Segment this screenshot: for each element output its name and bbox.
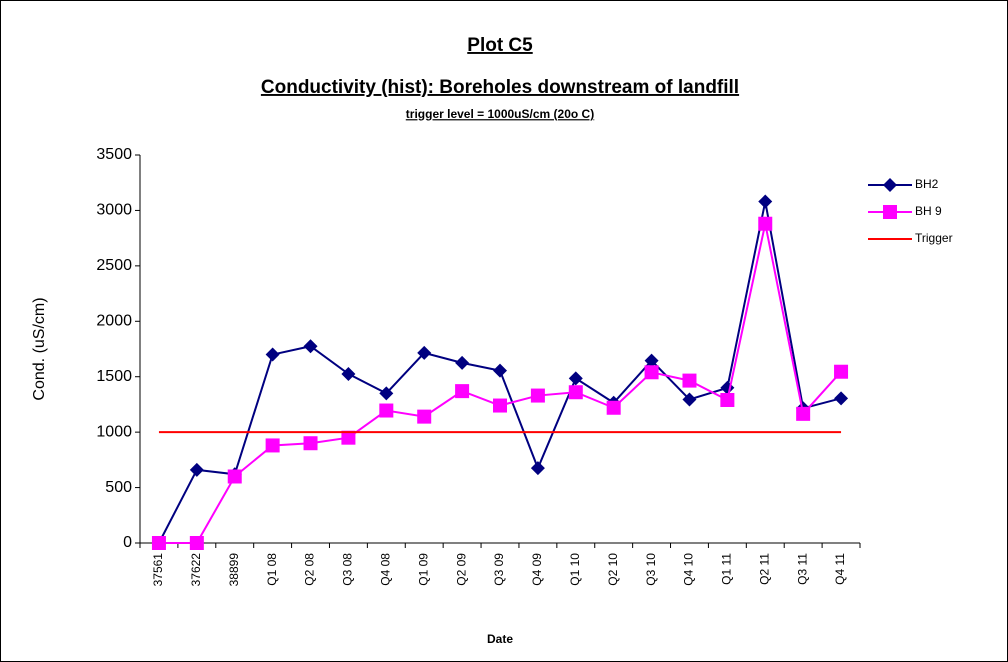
data-point <box>530 461 545 476</box>
data-point <box>265 347 280 362</box>
data-point <box>189 536 204 550</box>
annotation: trigger level = 1000uS/cm (20o C) <box>406 107 594 121</box>
x-tick-label: Q1 09 <box>416 553 430 586</box>
data-point <box>341 430 356 445</box>
data-point <box>341 366 356 381</box>
x-tick-label: Q1 08 <box>265 553 279 586</box>
y-tick-label: 1000 <box>96 423 132 440</box>
y-tick-label: 2000 <box>96 313 132 330</box>
data-point <box>493 363 507 378</box>
y-tick-label: 1500 <box>96 368 132 385</box>
x-tick-label: 37561 <box>151 553 165 587</box>
chart-subtitle: Conductivity (hist): Boreholes downstrea… <box>261 77 739 98</box>
x-tick-label: 38899 <box>227 553 241 587</box>
data-point <box>568 385 583 400</box>
data-point <box>606 400 621 415</box>
chart-title: Plot C5 <box>467 35 533 56</box>
data-point <box>227 469 242 484</box>
data-point <box>493 398 507 413</box>
x-tick-label: Q4 11 <box>833 553 847 585</box>
data-point <box>568 371 583 386</box>
x-tick-label: Q3 09 <box>492 553 506 586</box>
data-point <box>834 391 849 406</box>
data-point <box>883 205 897 219</box>
y-tick-label: 0 <box>123 534 132 551</box>
y-tick-label: 3500 <box>96 146 132 163</box>
data-point <box>303 339 318 354</box>
y-tick-label: 2500 <box>96 257 132 274</box>
data-point <box>758 194 773 209</box>
y-tick-label: 500 <box>105 479 132 496</box>
data-point <box>644 365 659 380</box>
data-point <box>720 392 735 407</box>
legend-label: Trigger <box>915 231 953 245</box>
data-point <box>417 345 432 360</box>
x-tick-label: Q4 09 <box>530 553 544 586</box>
data-point <box>303 436 318 451</box>
x-tick-label: Q2 09 <box>454 553 468 586</box>
x-axis-label: Date <box>487 632 513 646</box>
x-tick-label: Q1 10 <box>568 553 582 586</box>
data-point <box>265 438 280 453</box>
data-point <box>455 384 470 399</box>
x-tick-label: Q4 10 <box>682 553 696 586</box>
x-tick-label: Q1 11 <box>720 553 734 585</box>
legend-label: BH 9 <box>915 204 942 218</box>
x-tick-label: Q3 10 <box>644 553 658 586</box>
x-tick-label: Q3 08 <box>341 553 355 586</box>
data-point <box>530 388 545 403</box>
x-tick-label: Q4 08 <box>378 553 392 586</box>
data-point <box>644 353 659 368</box>
x-tick-label: Q2 10 <box>606 553 620 586</box>
data-point <box>417 409 432 424</box>
data-point <box>189 462 204 477</box>
x-tick-label: Q3 11 <box>795 553 809 585</box>
data-point <box>379 386 394 401</box>
data-point <box>796 406 811 421</box>
x-tick-label: 37622 <box>189 553 203 587</box>
data-point <box>455 355 470 370</box>
data-point <box>682 392 697 407</box>
y-axis-label: Cond. (uS/cm) <box>31 297 48 400</box>
x-tick-label: Q2 11 <box>757 553 771 585</box>
x-tick-label: Q2 08 <box>303 553 317 586</box>
data-point <box>883 178 897 192</box>
legend-label: BH2 <box>915 177 939 191</box>
data-point <box>834 364 849 379</box>
data-point <box>758 216 773 231</box>
data-point <box>379 403 394 418</box>
y-tick-label: 3000 <box>96 202 132 219</box>
data-point <box>682 373 697 388</box>
data-point <box>151 536 166 550</box>
